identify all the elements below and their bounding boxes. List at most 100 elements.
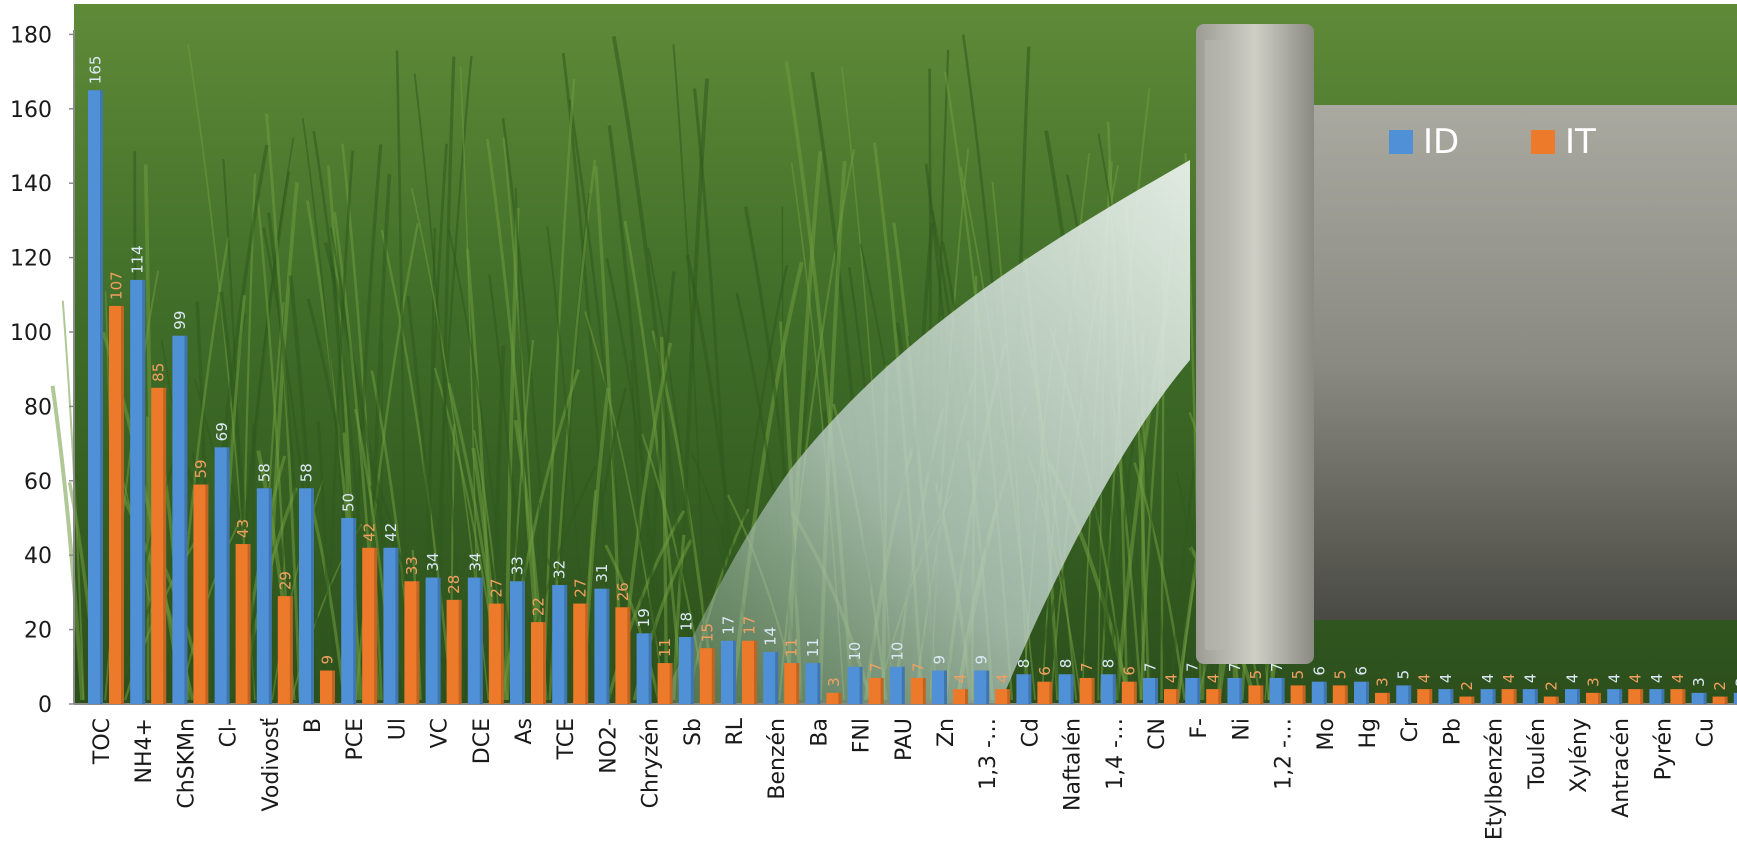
x-tick-label-13: Chryzén [639,718,664,808]
bar-shade-id-21 [986,671,989,704]
data-label-it-19: 7 [909,662,927,672]
bar-shade-id-5 [311,488,314,704]
data-label-id-9: 34 [466,552,484,571]
bar-shade-id-7 [395,548,398,704]
bar-shade-it-0 [121,306,124,704]
x-tick-label-30: Hg [1356,718,1381,749]
bar-shade-id-2 [184,336,187,704]
data-label-it-28: 5 [1289,670,1307,680]
bar-shade-id-8 [438,578,441,704]
x-tick-label-36: Antracén [1609,718,1634,818]
bar-shade-id-11 [564,585,567,704]
x-tick-label-0: TOC [90,718,115,765]
data-label-id-21: 9 [973,655,991,665]
data-label-it-13: 11 [656,638,674,657]
data-label-id-33: 4 [1479,674,1497,684]
bar-shade-id-31 [1408,685,1411,704]
bar-shade-it-27 [1260,685,1263,704]
data-label-it-2: 59 [192,459,210,478]
x-tick-label-33: Etylbenzén [1483,718,1508,839]
y-tick-label: 100 [10,321,52,346]
bar-shade-id-4 [269,488,272,704]
data-label-id-32: 4 [1437,674,1455,684]
x-tick-label-2: ChSKMn [174,718,199,809]
bar-shade-it-6 [374,548,377,704]
bar-shade-it-38 [1725,697,1728,704]
data-label-it-9: 27 [487,578,505,597]
data-label-it-35: 3 [1585,677,1603,687]
bar-shade-it-13 [670,663,673,704]
bar-shade-it-2 [205,485,208,704]
y-tick-label: 40 [24,544,52,569]
bar-shade-id-32 [1450,689,1453,704]
data-label-id-37: 4 [1648,674,1666,684]
data-label-it-23: 7 [1078,662,1096,672]
data-label-id-2: 99 [171,311,189,330]
data-label-id-7: 42 [382,523,400,542]
x-tick-label-16: Benzén [765,718,790,800]
x-tick-label-27: Ni [1229,718,1254,741]
data-label-it-5: 9 [319,655,337,665]
x-tick-label-26: F- [1187,718,1212,739]
data-label-id-27: 7 [1226,662,1244,672]
data-label-id-28: 7 [1268,662,1286,672]
data-label-it-29: 5 [1331,670,1349,680]
y-tick-label: 120 [10,247,52,272]
data-label-id-12: 31 [593,564,611,583]
data-label-id-13: 19 [635,608,653,627]
x-tick-label-5: B [301,718,326,733]
x-tick-label-4: Vodivosť [259,718,284,812]
data-label-it-24: 6 [1120,666,1138,676]
x-tick-label-35: Xylény [1567,718,1592,793]
x-tick-label-21: 1,3 -… [976,718,1001,790]
data-label-it-8: 28 [445,575,463,594]
x-tick-label-17: Ba [807,718,832,747]
bar-shade-it-16 [796,663,799,704]
x-tick-label-25: CN [1145,718,1170,750]
data-label-id-39: 3 [1732,677,1737,687]
data-label-id-3: 69 [213,422,231,441]
bar-shade-id-30 [1366,682,1369,704]
x-tick-label-28: 1,2 -… [1272,718,1297,790]
bar-shade-id-36 [1619,689,1622,704]
bar-shade-it-3 [248,544,251,704]
bar-shade-it-22 [1049,682,1052,704]
data-label-id-1: 114 [129,245,147,274]
data-label-id-5: 58 [298,463,316,482]
bar-shade-id-24 [1113,674,1116,704]
data-label-it-4: 29 [276,571,294,590]
bar-shade-id-33 [1493,689,1496,704]
data-label-it-27: 5 [1247,670,1265,680]
data-label-id-15: 17 [720,616,738,635]
bar-shade-id-1 [142,280,145,704]
data-label-id-18: 10 [846,642,864,661]
bar-shade-id-6 [353,518,356,704]
x-tick-label-7: Ul [385,718,410,740]
bar-shade-it-33 [1514,689,1517,704]
data-label-it-10: 22 [530,597,548,616]
x-tick-label-1: NH4+ [132,718,157,783]
bar-shade-it-32 [1471,697,1474,704]
bar-shade-it-24 [1134,682,1137,704]
x-tick-label-3: Cl- [217,718,242,747]
bar-shade-it-18 [881,678,884,704]
bar-shade-it-15 [754,641,757,704]
y-tick-label: 80 [24,395,52,420]
x-tick-label-15: RL [723,717,748,745]
bar-shade-id-13 [649,633,652,704]
y-tick-label: 140 [10,172,52,197]
y-tick-label: 160 [10,98,52,123]
bar-shade-id-16 [775,652,778,704]
y-tick-label: 20 [24,619,52,644]
data-label-id-38: 3 [1690,677,1708,687]
data-label-id-25: 7 [1142,662,1160,672]
x-tick-label-22: Cd [1018,718,1043,747]
data-label-it-20: 4 [952,674,970,684]
bar-shade-id-23 [1071,674,1074,704]
bar-shade-it-1 [163,388,166,704]
y-tick-label: 60 [24,470,52,495]
bar-shade-id-25 [1155,678,1158,704]
x-tick-label-9: DCE [470,718,495,764]
data-label-it-7: 33 [403,556,421,575]
bar-shade-id-19 [902,667,905,704]
